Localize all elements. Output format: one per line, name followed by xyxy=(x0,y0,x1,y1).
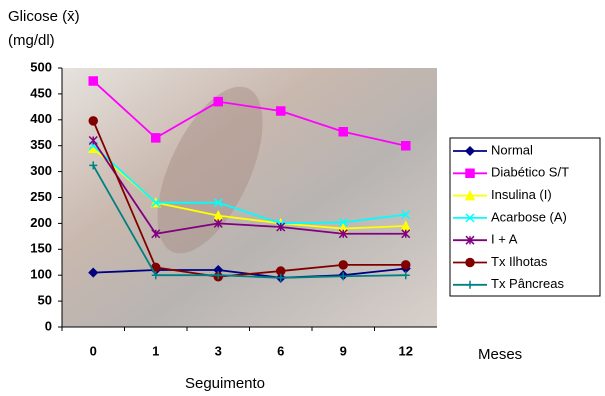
y-label: Glicose (x̄) xyxy=(8,8,80,25)
x-label: Seguimento xyxy=(185,375,265,392)
data-point xyxy=(89,117,97,125)
y-tick-label: 0 xyxy=(45,318,52,333)
data-point xyxy=(89,77,97,85)
y-tick-label: 200 xyxy=(30,215,52,230)
data-point xyxy=(339,261,347,269)
y-tick-label: 400 xyxy=(30,111,52,126)
x-tick-label: 9 xyxy=(340,343,347,358)
legend-label: Tx Pâncreas xyxy=(491,276,564,291)
data-point xyxy=(402,142,410,150)
legend-label: Insulina (I) xyxy=(491,187,552,202)
legend-marker xyxy=(466,169,474,177)
y-tick-label: 350 xyxy=(30,137,52,152)
data-point xyxy=(152,134,160,142)
y-tick-label: 500 xyxy=(30,59,52,74)
x-unit: Meses xyxy=(478,346,522,363)
data-point xyxy=(277,107,285,115)
x-tick-label: 0 xyxy=(90,343,97,358)
legend-label: Normal xyxy=(491,142,533,157)
legend-label: Tx Ilhotas xyxy=(491,254,548,269)
data-point xyxy=(339,128,347,136)
chart: Glicose (x̄) (mg/dl) Seguimento Meses 0 5… xyxy=(0,0,605,396)
data-point xyxy=(402,261,410,269)
x-tick-label: 12 xyxy=(399,343,413,358)
y-tick-label: 50 xyxy=(38,293,52,308)
legend-label: Diabético S/T xyxy=(491,165,569,180)
page: {"chart_data": {"type": "line", "ylabel"… xyxy=(0,0,605,396)
y-tick-label: 250 xyxy=(30,189,52,204)
x-tick-label: 3 xyxy=(215,343,222,358)
legend-label: Acarbose (A) xyxy=(491,209,567,224)
x-tick-label: 6 xyxy=(277,343,284,358)
legend-label: I + A xyxy=(491,232,518,247)
y-tick-label: 300 xyxy=(30,163,52,178)
y-tick-label: 100 xyxy=(30,267,52,282)
y-unit: (mg/dl) xyxy=(8,32,55,49)
x-tick-label: 1 xyxy=(152,343,159,358)
y-tick-label: 150 xyxy=(30,241,52,256)
y-tick-label: 450 xyxy=(30,85,52,100)
legend-marker xyxy=(466,259,474,267)
data-point xyxy=(214,98,222,106)
